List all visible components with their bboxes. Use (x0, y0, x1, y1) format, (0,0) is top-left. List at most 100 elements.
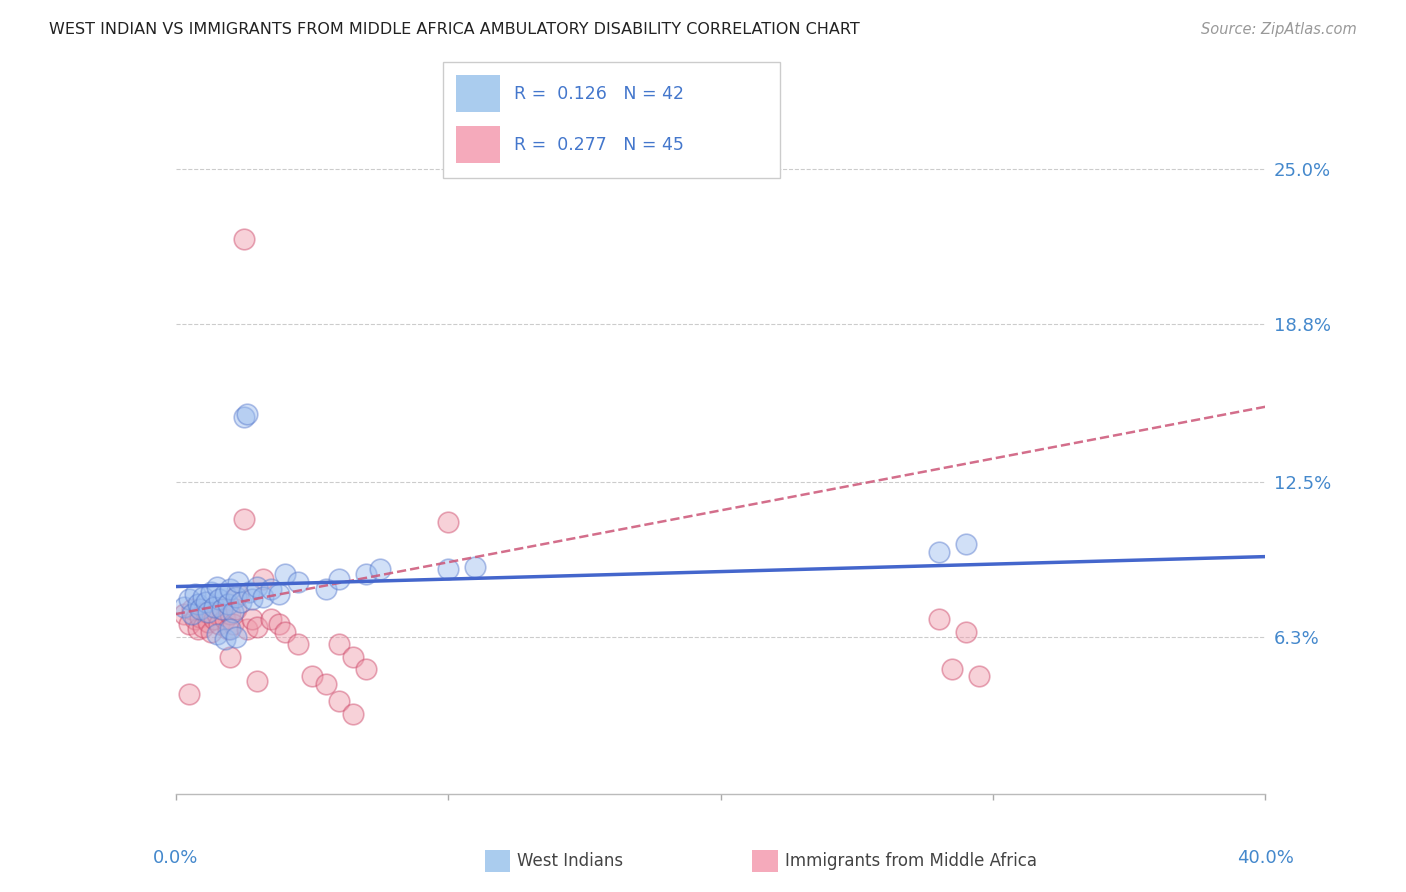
Point (205, 627, 228, 641)
Point (219, 649, 242, 664)
Point (238, 584, 260, 599)
Text: West Indians: West Indians (517, 852, 623, 871)
Text: R =  0.126   N = 42: R = 0.126 N = 42 (513, 85, 683, 103)
Point (274, 624, 297, 639)
Point (186, 597, 209, 611)
Point (219, 607, 242, 621)
Point (228, 574, 250, 589)
Point (252, 572, 274, 586)
Point (191, 619, 214, 633)
Point (928, 544, 950, 558)
Point (228, 587, 250, 601)
Point (342, 706, 364, 721)
Point (342, 649, 364, 664)
Point (200, 584, 222, 599)
Point (246, 674, 269, 689)
FancyBboxPatch shape (443, 62, 780, 178)
Point (173, 599, 195, 614)
Point (188, 602, 211, 616)
Point (464, 559, 486, 574)
Point (328, 637, 350, 651)
Point (188, 609, 211, 624)
Point (219, 622, 242, 636)
Point (269, 587, 291, 601)
Text: R =  0.277   N = 45: R = 0.277 N = 45 (513, 136, 683, 153)
Text: WEST INDIAN VS IMMIGRANTS FROM MIDDLE AFRICA AMBULATORY DISABILITY CORRELATION C: WEST INDIAN VS IMMIGRANTS FROM MIDDLE AF… (49, 22, 860, 37)
Point (202, 599, 225, 614)
Point (231, 594, 253, 608)
Point (240, 612, 263, 626)
Point (269, 617, 291, 632)
Point (179, 592, 201, 607)
Point (184, 587, 207, 601)
Point (194, 594, 217, 608)
Text: Source: ZipAtlas.com: Source: ZipAtlas.com (1201, 22, 1357, 37)
Point (208, 592, 231, 607)
Point (179, 617, 201, 632)
Point (252, 590, 274, 604)
Point (955, 537, 977, 551)
Point (225, 590, 247, 604)
Point (301, 669, 323, 683)
Point (274, 567, 297, 582)
Bar (457, 126, 501, 163)
Point (214, 587, 236, 601)
Point (955, 624, 977, 639)
Text: 0.0%: 0.0% (153, 849, 198, 867)
Point (437, 515, 460, 529)
Point (260, 582, 283, 596)
Text: 40.0%: 40.0% (1237, 849, 1294, 867)
Point (969, 669, 991, 683)
Point (437, 562, 460, 576)
Point (194, 605, 217, 619)
Point (315, 582, 337, 596)
Point (197, 615, 219, 629)
Point (191, 590, 214, 604)
Point (205, 580, 228, 594)
Point (368, 562, 391, 576)
Point (179, 687, 201, 701)
Point (240, 592, 263, 607)
Point (173, 607, 195, 621)
Point (287, 574, 309, 589)
Point (205, 607, 228, 621)
Point (232, 512, 254, 526)
Point (356, 567, 378, 582)
Point (184, 612, 207, 626)
Point (232, 232, 254, 246)
Point (356, 662, 378, 676)
Point (200, 624, 222, 639)
Point (928, 612, 950, 626)
Point (181, 607, 204, 621)
Point (328, 572, 350, 586)
Point (222, 617, 245, 632)
Point (225, 602, 247, 616)
Bar (457, 75, 501, 112)
Point (197, 605, 219, 619)
Y-axis label: Ambulatory Disability: Ambulatory Disability (0, 361, 8, 540)
Point (315, 677, 337, 691)
Text: Immigrants from Middle Africa: Immigrants from Middle Africa (785, 852, 1036, 871)
Point (214, 612, 236, 626)
Point (202, 612, 225, 626)
Point (235, 407, 257, 421)
Point (287, 637, 309, 651)
Point (222, 605, 245, 619)
Point (214, 632, 236, 646)
Point (217, 622, 239, 636)
Point (246, 619, 269, 633)
Point (260, 612, 283, 626)
Point (211, 602, 233, 616)
Point (225, 630, 247, 644)
Point (328, 694, 350, 708)
Point (235, 622, 257, 636)
Point (219, 582, 242, 596)
Point (246, 580, 269, 594)
Point (217, 597, 239, 611)
Point (186, 622, 209, 636)
Point (232, 409, 254, 424)
Point (941, 662, 963, 676)
Point (208, 617, 231, 632)
Point (181, 602, 204, 616)
Point (211, 602, 233, 616)
